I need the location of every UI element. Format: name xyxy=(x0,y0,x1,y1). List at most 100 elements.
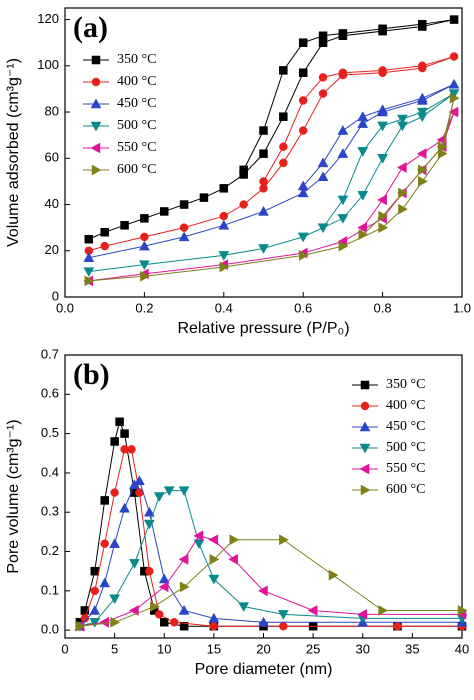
legend-marker xyxy=(360,484,371,496)
marker xyxy=(75,620,86,632)
marker xyxy=(100,241,109,251)
marker xyxy=(150,601,160,612)
marker xyxy=(179,621,189,631)
marker xyxy=(155,610,164,619)
x-tick-label: 15 xyxy=(207,641,221,656)
marker xyxy=(448,106,459,118)
legend-label: 400 °C xyxy=(386,398,425,413)
x-tick-label: 10 xyxy=(157,641,171,656)
marker xyxy=(209,621,219,631)
y-tick-label: 60 xyxy=(45,150,59,165)
y-tick-label: 0.0 xyxy=(41,622,59,637)
legend-marker xyxy=(359,463,370,475)
y-tick-label: 80 xyxy=(45,103,59,118)
marker xyxy=(193,530,204,542)
marker xyxy=(377,121,389,132)
marker xyxy=(145,566,154,576)
legend-marker xyxy=(359,421,371,432)
marker xyxy=(179,223,189,232)
y-tick-label: 0.3 xyxy=(41,504,59,519)
marker xyxy=(90,586,100,596)
marker xyxy=(169,618,179,627)
marker xyxy=(208,534,219,546)
x-tick-label: 0.6 xyxy=(294,300,312,315)
legend-label: 600 °C xyxy=(386,482,425,497)
marker xyxy=(158,581,169,593)
marker xyxy=(119,502,130,513)
marker xyxy=(138,240,150,251)
marker xyxy=(160,618,169,627)
plot-frame xyxy=(64,7,463,298)
legend-label: 500 °C xyxy=(386,440,425,455)
marker xyxy=(193,539,205,550)
marker xyxy=(143,506,155,517)
marker xyxy=(178,553,189,565)
y-tick-label: 0.4 xyxy=(41,464,59,479)
x-tick-label: 30 xyxy=(356,641,370,656)
marker xyxy=(449,92,460,104)
marker xyxy=(398,203,408,215)
x-tick-label: 1.0 xyxy=(453,300,471,315)
x-tick-label: 40 xyxy=(455,641,469,656)
marker xyxy=(229,534,240,546)
marker xyxy=(297,180,309,191)
marker xyxy=(143,519,155,530)
marker xyxy=(140,232,149,242)
marker xyxy=(100,496,109,505)
marker xyxy=(209,553,220,565)
legend-marker xyxy=(90,98,102,109)
marker xyxy=(318,73,328,82)
marker xyxy=(228,553,238,565)
x-tick-label: 35 xyxy=(405,641,419,656)
marker xyxy=(378,66,387,75)
marker xyxy=(449,52,459,61)
marker xyxy=(297,232,309,243)
y-axis-title: Pore volume (cm³g⁻¹) xyxy=(5,419,22,573)
legend-marker xyxy=(360,401,370,411)
marker xyxy=(393,621,402,631)
marker xyxy=(208,612,220,623)
marker xyxy=(298,249,309,261)
marker xyxy=(259,149,268,158)
legend-label: 350 °C xyxy=(386,377,425,392)
marker xyxy=(318,31,328,40)
marker xyxy=(238,602,250,613)
series-line xyxy=(79,535,462,627)
marker xyxy=(140,214,149,223)
marker xyxy=(219,211,229,221)
marker xyxy=(317,171,329,182)
marker xyxy=(129,559,140,569)
marker xyxy=(358,229,369,241)
marker xyxy=(317,157,329,168)
marker xyxy=(258,616,269,627)
y-tick-label: 40 xyxy=(45,196,59,211)
marker xyxy=(398,187,408,199)
marker xyxy=(279,621,288,631)
marker xyxy=(208,574,220,585)
marker xyxy=(328,569,339,581)
panel-label: (b) xyxy=(73,358,110,391)
y-tick-label: 0.5 xyxy=(41,425,59,440)
legend-marker xyxy=(90,121,102,132)
legend-label: 500 °C xyxy=(117,118,156,133)
marker xyxy=(298,96,308,105)
marker xyxy=(377,154,389,164)
series-line xyxy=(79,490,462,627)
marker xyxy=(437,141,448,153)
y-tick-label: 120 xyxy=(37,11,59,26)
marker xyxy=(178,486,190,497)
marker xyxy=(258,205,269,216)
marker xyxy=(297,187,309,198)
marker xyxy=(140,270,150,282)
marker xyxy=(338,29,348,38)
marker xyxy=(337,148,349,158)
marker xyxy=(90,566,100,576)
marker xyxy=(338,240,349,252)
series-line xyxy=(79,479,462,627)
marker xyxy=(337,214,349,224)
marker xyxy=(134,475,145,486)
marker xyxy=(179,200,189,209)
marker xyxy=(307,605,318,616)
legend-label: 350 °C xyxy=(117,52,156,67)
